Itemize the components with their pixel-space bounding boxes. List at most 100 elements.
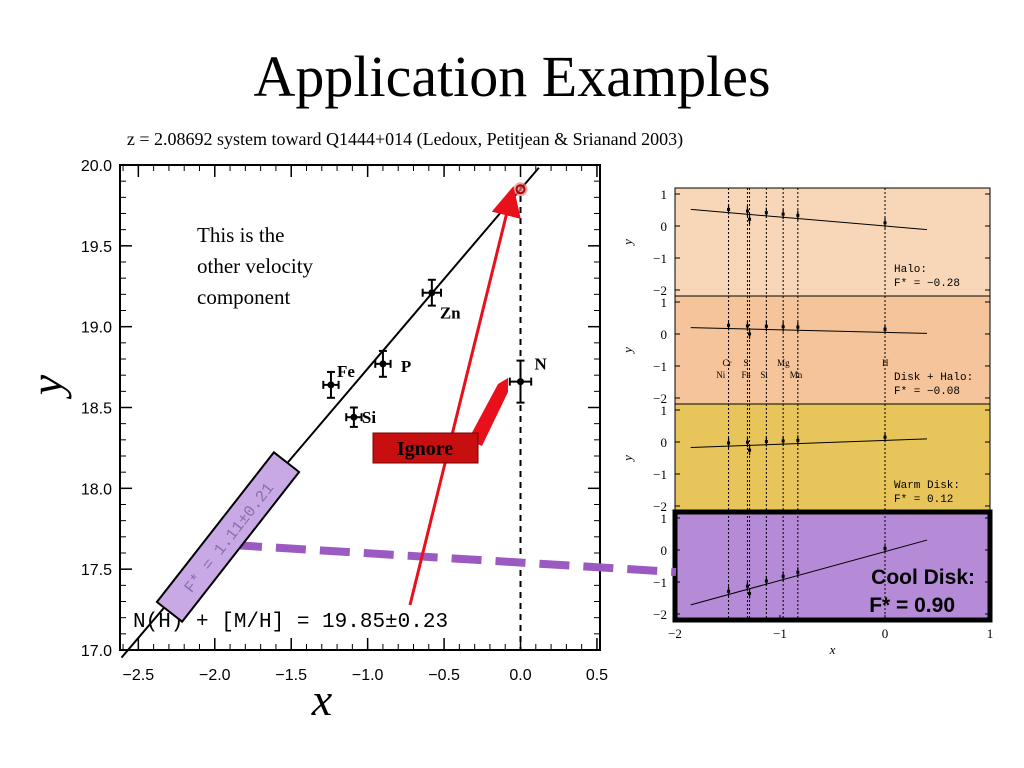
panel-data-point — [748, 592, 752, 596]
panel-data-point — [883, 221, 887, 225]
panel-data-point — [796, 213, 800, 217]
slide-title: Application Examples — [253, 44, 771, 109]
y-tick-label: 18.0 — [81, 481, 112, 498]
panel-label-name: Halo: — [894, 264, 927, 276]
y-tick-label: 18.5 — [81, 401, 112, 418]
x-tick-label: −2 — [668, 626, 682, 641]
panel-data-point — [883, 546, 887, 550]
y-tick-label: −1 — [653, 251, 667, 266]
panel-data-point — [745, 440, 749, 444]
note-line: This is the — [197, 223, 285, 247]
x-tick-label: −1.5 — [275, 667, 307, 684]
slope-label-background — [155, 450, 301, 624]
x-tick-label: −0.5 — [428, 667, 460, 684]
panel-label-value: F* = 0.12 — [894, 494, 953, 506]
y-tick-label: −2 — [653, 391, 667, 406]
panel-data-point — [748, 217, 752, 221]
element-label: Fe — [741, 370, 750, 380]
element-label: Ni — [716, 370, 725, 380]
slide-subtitle: z = 2.08692 system toward Q1444+014 (Led… — [126, 129, 684, 149]
panel-data-point — [745, 324, 749, 328]
panel-warm-disk: 1 0 −1 −2 y Warm Disk: F* = 0.12 — [620, 403, 991, 514]
panel-halo: 1 0 −1 −2 y Halo: F* = −0.28 — [620, 187, 991, 298]
slope-label: F* = 1.11±0.21 — [181, 480, 278, 597]
x-tick-label: 1 — [987, 626, 994, 641]
x-tick-label: 0.0 — [509, 667, 531, 684]
panel-background — [674, 187, 991, 297]
panel-data-point — [727, 207, 731, 211]
y-axis-label: y — [620, 455, 635, 463]
panel-label-name: Disk + Halo: — [894, 372, 973, 384]
y-axis-label: y — [620, 347, 635, 355]
panel-label-value: F* = −0.28 — [894, 278, 960, 290]
x-tick-label: −2.5 — [123, 667, 155, 684]
panel-fit-line — [690, 438, 928, 449]
x-tick-label: −1.0 — [352, 667, 384, 684]
panel-data-point — [748, 332, 752, 336]
y-tick-label: 0 — [661, 543, 668, 558]
x-tick-label: 0 — [882, 626, 889, 641]
panel-data-point — [727, 441, 731, 445]
panel-data-point — [745, 584, 749, 588]
panel-data-point — [781, 212, 785, 216]
y-tick-label: −2 — [653, 283, 667, 298]
point-label: Si — [362, 408, 376, 427]
cool-disk-label-value: F* = 0.90 — [869, 594, 955, 617]
x-tick-label: 0.5 — [586, 667, 608, 684]
red-arrow-to-intercept — [408, 186, 521, 606]
y-tick-label: −2 — [653, 607, 667, 622]
y-tick-label: 0 — [661, 435, 668, 450]
y-tick-label: 0 — [661, 219, 668, 234]
y-tick-label: 1 — [661, 511, 668, 526]
ignore-label-background — [372, 432, 479, 464]
panel-data-point — [883, 435, 887, 439]
element-label: Mg — [777, 358, 790, 368]
y-tick-label: 19.0 — [81, 320, 112, 337]
y-tick-label: −2 — [653, 499, 667, 514]
note-line: other velocity — [197, 254, 314, 278]
panel-data-point — [781, 439, 785, 443]
panel-data-point — [764, 324, 768, 328]
data-point — [379, 360, 387, 368]
panel-fit-line — [690, 327, 928, 334]
panel-disk-halo: 1 0 −1 −2 y Disk + Halo: F* = −0.08 — [620, 295, 991, 406]
slope-label-box: F* = 1.11±0.21 — [155, 450, 301, 624]
point-label: N — [535, 355, 548, 374]
panel-data-point — [796, 325, 800, 329]
y-tick-label: −1 — [653, 575, 667, 590]
element-label: S — [744, 358, 749, 368]
element-label: H — [882, 358, 889, 368]
panel-fit-line — [690, 539, 928, 606]
data-point — [327, 381, 335, 389]
element-label: Mn — [790, 370, 803, 380]
y-axis-label: y — [21, 374, 72, 399]
panel-data-point — [883, 327, 887, 331]
data-point — [517, 378, 525, 386]
panel-data-point — [727, 589, 731, 593]
panel-data-point — [748, 448, 752, 452]
cool-disk-highlight-border — [672, 509, 993, 623]
y-tick-label: 19.5 — [81, 239, 112, 256]
y-tick-label: 1 — [661, 403, 668, 418]
y-tick-label: 17.0 — [81, 643, 112, 660]
point-label: Fe — [337, 362, 355, 381]
red-arrow-to-n — [468, 378, 508, 446]
y-tick-label: −1 — [653, 359, 667, 374]
point-label: Zn — [440, 304, 461, 323]
note-line: component — [197, 285, 290, 309]
panel-data-point — [764, 440, 768, 444]
x-axis-label: x — [829, 642, 836, 657]
ignore-label: Ignore — [397, 438, 453, 460]
y-tick-label: 20.0 — [81, 158, 112, 175]
y-axis-label: y — [620, 239, 635, 247]
panel-data-point — [781, 574, 785, 578]
y-tick-label: 17.5 — [81, 562, 112, 579]
purple-connector-dashed — [231, 541, 677, 576]
y-tick-label: 0 — [661, 327, 668, 342]
panel-label-value: F* = −0.08 — [894, 386, 960, 398]
x-tick-label: −2.0 — [199, 667, 231, 684]
element-label: Si — [760, 370, 768, 380]
data-point — [428, 289, 436, 297]
y-tick-label: 1 — [661, 295, 668, 310]
